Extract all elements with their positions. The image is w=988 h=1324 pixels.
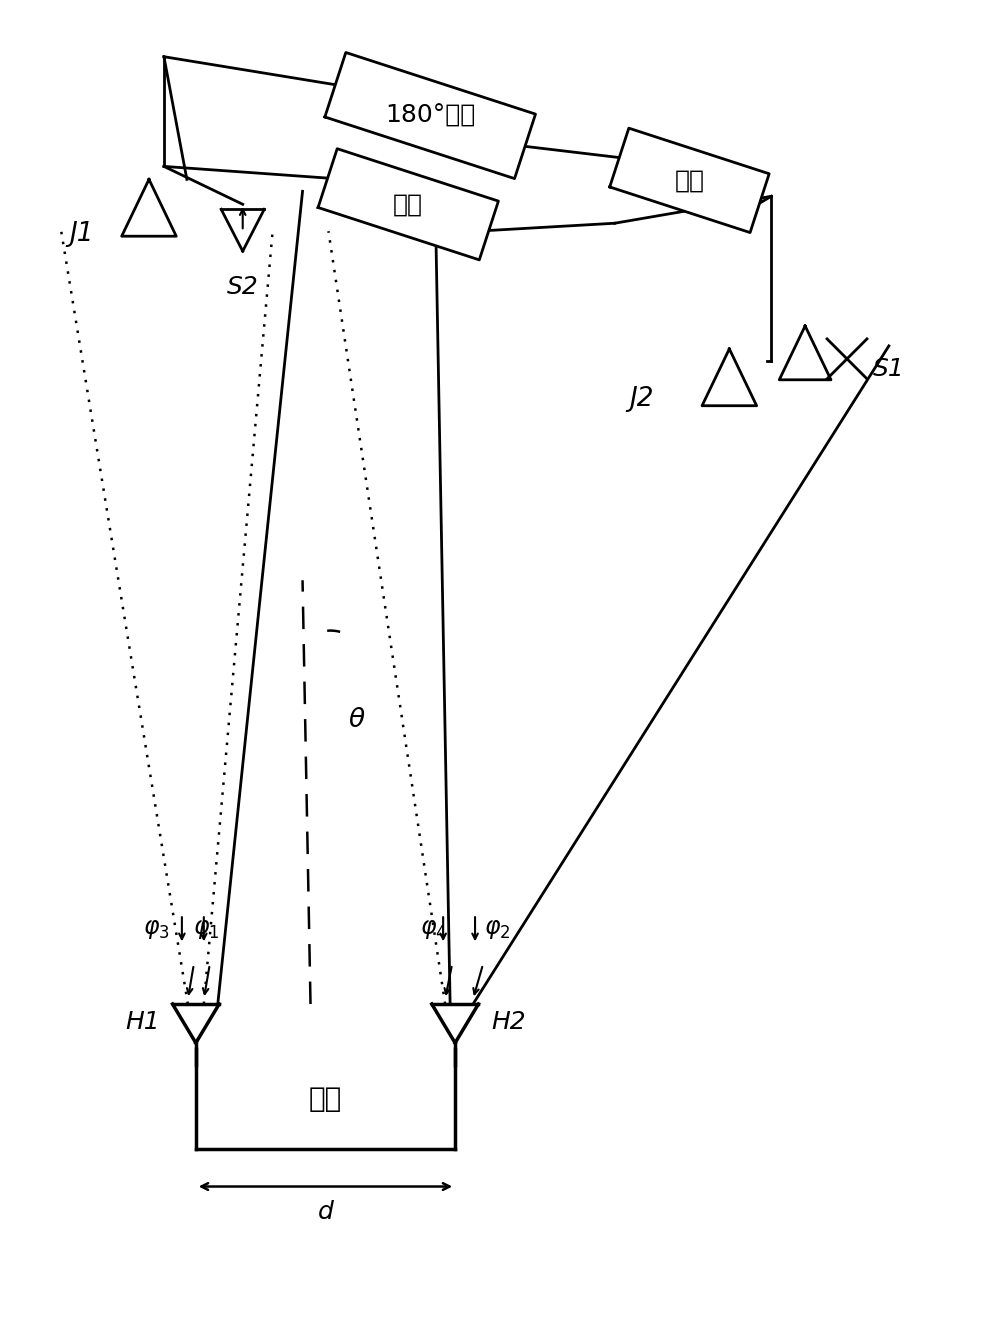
Polygon shape [325,53,535,179]
Polygon shape [610,128,770,233]
Text: d: d [317,1201,333,1225]
Text: $\varphi_1$: $\varphi_1$ [193,918,219,941]
Text: J2: J2 [629,385,654,412]
Text: 180°移相: 180°移相 [385,103,475,127]
Text: H1: H1 [125,1010,160,1034]
Text: $\varphi_2$: $\varphi_2$ [484,918,510,941]
Text: H2: H2 [491,1010,526,1034]
Text: 功放: 功放 [393,192,423,216]
Text: S1: S1 [873,357,905,381]
Polygon shape [318,148,498,260]
Text: $\varphi_3$: $\varphi_3$ [142,918,169,941]
Text: 功放: 功放 [675,168,704,192]
Text: $\varphi_4$: $\varphi_4$ [420,918,447,941]
Text: S2: S2 [227,275,259,299]
Text: J1: J1 [69,221,94,248]
Text: 天线: 天线 [309,1084,342,1112]
Text: $\theta$: $\theta$ [349,707,366,733]
